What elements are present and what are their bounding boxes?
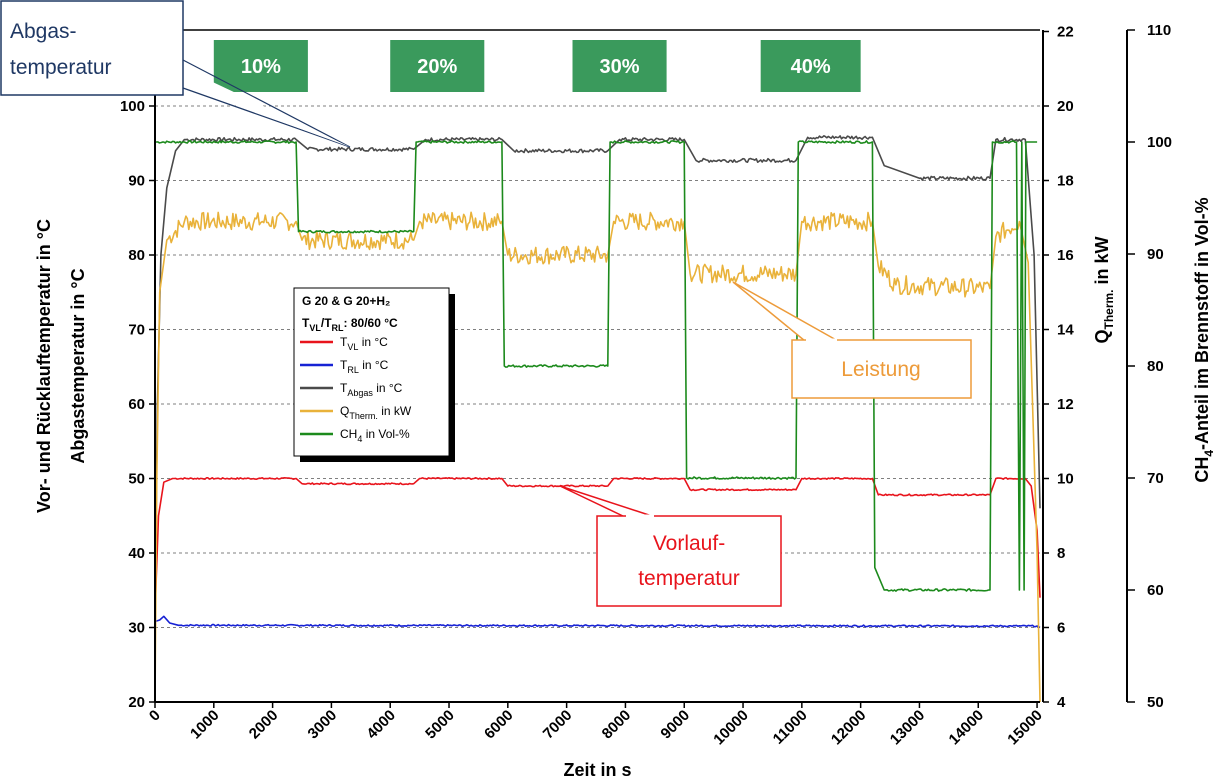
phase-badge-3 — [760, 40, 861, 92]
legend-label-3: QTherm. in kW — [340, 404, 412, 421]
right1-tick-label: 6 — [1057, 620, 1065, 637]
left-tick-label: 60 — [128, 396, 145, 413]
legend-box — [293, 287, 450, 457]
x-tick-label: 11000 — [770, 707, 811, 748]
left-axis-title-1: Vor- und Rücklauftemperatur in °C — [34, 219, 54, 513]
legend: G 20 & G 20+H₂ TVL/TRL: 80/60 °C TVL in °C… — [293, 287, 455, 462]
x-tick-label: 3000 — [305, 707, 341, 743]
vorlauf-callout-box — [596, 515, 782, 607]
right1-tick-label: 4 — [1057, 694, 1066, 711]
abgas-callout-pointer-fill — [183, 68, 350, 147]
phase-badge-label-2: 30% — [600, 56, 640, 78]
x-tick-label: 12000 — [828, 707, 870, 749]
x-tick-label: 6000 — [481, 707, 517, 743]
vorlauf-callout-line2: temperatur — [638, 567, 740, 590]
legend-title-2: TVL/TRL: 80/60 °C — [302, 316, 398, 333]
phase-badge-label-3: 40% — [791, 56, 831, 78]
abgas-callout-line1: Abgas- — [10, 20, 77, 43]
right-axis-1-title: QTherm. in kW — [1092, 236, 1116, 343]
phase-badge-2 — [572, 40, 667, 92]
phase-badge-label-1: 20% — [417, 56, 457, 78]
phase-badges: 10% 20% 30% 40% — [213, 40, 861, 92]
x-tick-label: 4000 — [363, 707, 399, 743]
right1-tick-label: 10 — [1057, 471, 1074, 488]
leistung-callout-line1: Leistung — [841, 358, 920, 381]
left-tick-label: 100 — [120, 98, 145, 115]
legend-title-1: G 20 & G 20+H₂ — [302, 294, 390, 308]
abgas-callout-pointer — [182, 59, 351, 148]
series-line-0 — [154, 477, 1041, 613]
legend-label-2: TAbgas in °C — [340, 381, 403, 398]
vorlauf-callout-line1: Vorlauf- — [653, 532, 725, 555]
series-line-3 — [154, 211, 1041, 703]
right1-tick-label: 20 — [1057, 98, 1074, 115]
abgas-callout-line2: temperatur — [10, 56, 112, 79]
vorlauf-callout-pointer — [559, 485, 656, 518]
right1-tick-label: 18 — [1057, 173, 1074, 190]
x-tick-label: 13000 — [887, 707, 929, 749]
x-axis-title: Zeit in s — [563, 760, 631, 780]
leistung-callout-box — [791, 339, 972, 399]
x-tick-label: 8000 — [599, 707, 635, 743]
right2-tick-label: 60 — [1147, 582, 1164, 599]
right1-tick-label: 14 — [1057, 322, 1074, 339]
right2-tick-label: 90 — [1147, 246, 1164, 263]
series-line-2 — [154, 135, 1041, 613]
legend-label-4: CH4 in Vol-% — [340, 427, 410, 444]
right1-tick-label: 8 — [1057, 545, 1065, 562]
data-series — [154, 135, 1041, 703]
annotations: Abgas-temperatur Leistung Vorlauf-temperat… — [0, 0, 972, 607]
legend-label-0: TVL in °C — [340, 335, 388, 352]
x-tick-label: 9000 — [657, 707, 693, 743]
x-tick-label: 5000 — [422, 707, 458, 743]
left-tick-label: 20 — [128, 694, 145, 711]
left-tick-label: 70 — [128, 322, 145, 339]
phase-badge-0 — [213, 40, 308, 92]
phase-badge-1 — [390, 40, 485, 92]
left-tick-label: 80 — [128, 247, 145, 264]
left-tick-label: 40 — [128, 545, 145, 562]
right-axis-2-title: CH4-Anteil im Brennstoff in Vol-% — [1192, 197, 1214, 482]
x-tick-label: 15000 — [1004, 707, 1046, 749]
x-tick-label: 2000 — [246, 707, 282, 743]
right1-tick-label: 16 — [1057, 247, 1074, 264]
left-tick-label: 90 — [128, 173, 145, 190]
right2-tick-label: 80 — [1147, 358, 1164, 375]
abgas-callout-box — [0, 0, 184, 96]
x-tick-label: 7000 — [540, 707, 576, 743]
series-line-1 — [154, 615, 1041, 629]
left-tick-label: 50 — [128, 471, 145, 488]
x-tick-label: 10000 — [710, 707, 752, 749]
legend-label-1: TRL in °C — [340, 358, 389, 375]
right2-tick-label: 110 — [1147, 22, 1171, 39]
right1-tick-label: 22 — [1057, 24, 1074, 41]
right2-tick-label: 50 — [1147, 694, 1164, 711]
x-tick-label: 14000 — [946, 707, 988, 749]
right2-tick-label: 70 — [1147, 470, 1164, 487]
right1-tick-label: 12 — [1057, 396, 1074, 413]
right2-tick-label: 100 — [1147, 134, 1172, 151]
x-tick-label: 1000 — [187, 707, 223, 743]
phase-badge-label-0: 10% — [241, 56, 281, 78]
leistung-callout-pointer — [732, 281, 841, 342]
left-tick-label: 30 — [128, 620, 145, 637]
left-axis-title-2: Abgastemperatur in °C — [68, 268, 88, 463]
x-tick-label: 0 — [146, 707, 164, 725]
